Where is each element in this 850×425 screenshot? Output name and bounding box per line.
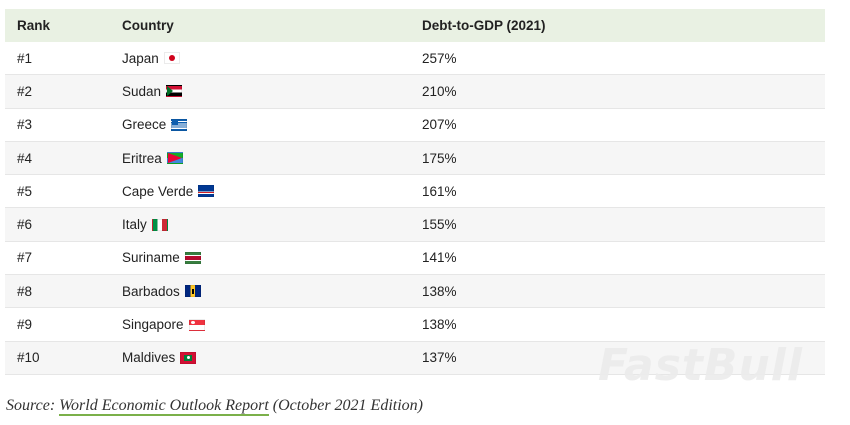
- row-rank: #6: [17, 217, 33, 233]
- row-debt: 155%: [422, 217, 457, 233]
- source-link[interactable]: World Economic Outlook Report: [59, 397, 269, 416]
- row-country: Cape Verde: [122, 183, 194, 199]
- row-country: Eritrea: [122, 150, 162, 166]
- row-country: Sudan: [122, 83, 162, 99]
- cape-verde-flag-icon: [198, 185, 215, 198]
- header-country: Country: [122, 18, 174, 33]
- row-rank: #1: [17, 50, 33, 66]
- row-debt: 138%: [422, 283, 457, 299]
- row-country-cell: Eritrea: [122, 151, 422, 166]
- greece-flag-icon: [171, 118, 188, 131]
- row-country: Suriname: [122, 250, 180, 266]
- row-debt: 210%: [422, 83, 457, 99]
- row-rank: #7: [17, 250, 33, 266]
- row-country-cell: Sudan: [122, 84, 422, 99]
- table-row: #5 Cape Verde 161%: [5, 175, 825, 209]
- source-line: Source: World Economic Outlook Report (O…: [6, 397, 423, 416]
- row-country-cell: Barbados: [122, 284, 422, 299]
- row-country: Italy: [122, 217, 147, 233]
- row-country-cell: Cape Verde: [122, 184, 422, 199]
- row-country-cell: Singapore: [122, 317, 422, 332]
- source-suffix: (October 2021 Edition): [268, 397, 423, 414]
- row-debt: 175%: [422, 150, 457, 166]
- suriname-flag-icon: [184, 251, 201, 264]
- japan-flag-icon: [163, 52, 180, 65]
- table-row: #10 Maldives 137%: [5, 341, 825, 375]
- source-prefix: Source:: [6, 397, 60, 414]
- row-country: Japan: [122, 50, 159, 66]
- sudan-flag-icon: [166, 85, 183, 98]
- table-row: #2 Sudan 210%: [5, 75, 825, 109]
- row-debt: 257%: [422, 50, 457, 66]
- table-row: #4 Eritrea 175%: [5, 141, 825, 176]
- row-rank: #10: [17, 350, 40, 366]
- row-debt: 137%: [422, 350, 457, 366]
- row-debt: 161%: [422, 183, 457, 199]
- table-row: #3 Greece 207%: [5, 109, 825, 142]
- row-rank: #9: [17, 317, 33, 333]
- table-row: #1 Japan 257%: [5, 42, 825, 76]
- row-country: Greece: [122, 117, 167, 133]
- row-country-cell: Japan: [122, 51, 422, 66]
- row-rank: #4: [17, 150, 33, 166]
- fastbull-watermark: FastBull: [598, 340, 803, 391]
- row-debt: 141%: [422, 250, 457, 266]
- row-country-cell: Italy: [122, 217, 422, 232]
- maldives-flag-icon: [180, 351, 197, 364]
- table-row: #9 Singapore 138%: [5, 308, 825, 342]
- header-rank: Rank: [17, 18, 51, 33]
- header-debt: Debt-to-GDP (2021): [422, 18, 546, 33]
- singapore-flag-icon: [188, 318, 205, 331]
- italy-flag-icon: [151, 218, 168, 231]
- row-rank: #8: [17, 283, 33, 299]
- table-row: #7 Suriname 141%: [5, 242, 825, 276]
- table-row: #8 Barbados 138%: [5, 275, 825, 309]
- row-country-cell: Suriname: [122, 250, 422, 265]
- barbados-flag-icon: [184, 285, 201, 298]
- row-debt: 138%: [422, 317, 457, 333]
- row-country: Singapore: [122, 317, 184, 333]
- row-rank: #3: [17, 117, 33, 133]
- row-country-cell: Maldives: [122, 350, 422, 365]
- row-country-cell: Greece: [122, 117, 422, 132]
- table-header: Rank Country Debt-to-GDP (2021): [5, 9, 825, 42]
- row-country: Barbados: [122, 283, 180, 299]
- row-rank: #2: [17, 83, 33, 99]
- debt-table: Rank Country Debt-to-GDP (2021) #1 Japan…: [5, 9, 825, 375]
- table-row: #6 Italy 155%: [5, 208, 825, 242]
- eritrea-flag-icon: [166, 152, 183, 165]
- row-debt: 207%: [422, 117, 457, 133]
- row-rank: #5: [17, 183, 33, 199]
- row-country: Maldives: [122, 350, 176, 366]
